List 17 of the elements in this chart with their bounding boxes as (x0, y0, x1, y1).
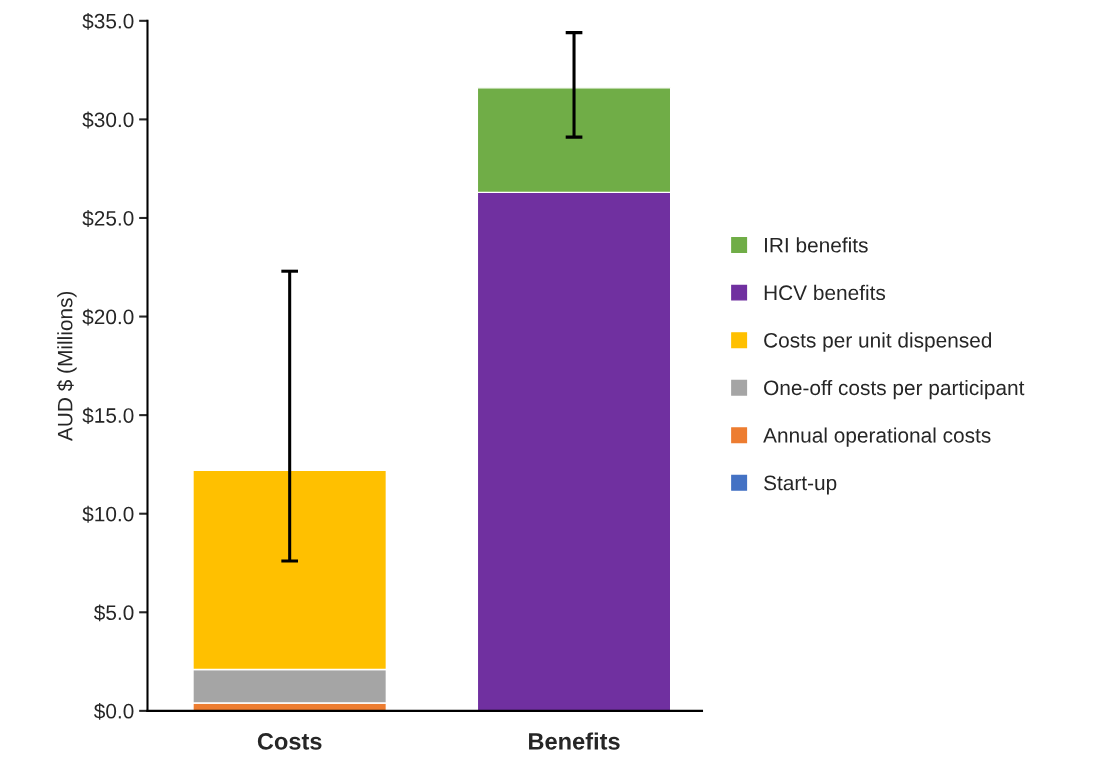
y-axis-title: AUD $ (Millions) (56, 291, 77, 442)
x-tick-label: Costs (257, 733, 322, 750)
y-tick-label: $0.0 (93, 702, 134, 720)
y-tick-label: $35.0 (82, 12, 134, 30)
y-tick-label: $20.0 (82, 308, 134, 326)
legend-label: IRI benefits (765, 237, 868, 253)
legend-label: Costs per unit dispensed (764, 332, 992, 352)
legend-label: Annual operational costs (763, 427, 991, 447)
y-tick-label: $15.0 (82, 407, 134, 425)
legend-label: One-off costs per participant (764, 379, 1025, 400)
legend-label: Start-up (764, 475, 837, 495)
y-tick-label: $30.0 (82, 111, 134, 129)
x-tick-label: Benefits (529, 732, 620, 750)
y-tick-label: $5.0 (93, 604, 134, 622)
y-tick-label: $25.0 (82, 210, 134, 227)
y-tick-label: $10.0 (82, 505, 134, 523)
legend-label: HCV benefits (764, 284, 886, 301)
